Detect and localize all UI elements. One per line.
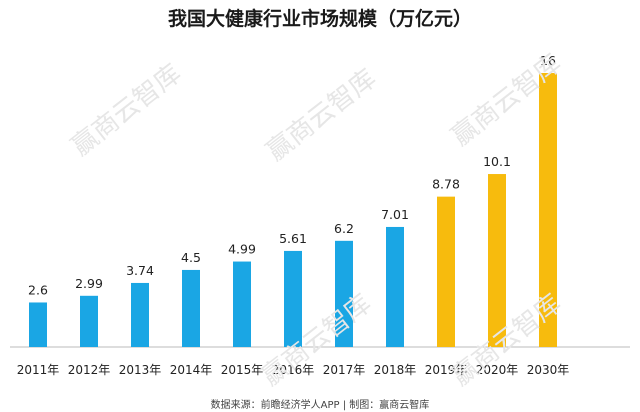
data-label: 4.5: [181, 250, 201, 265]
x-tick-label: 2013年: [119, 363, 162, 377]
data-label: 2.99: [75, 276, 103, 291]
x-tick-label: 2014年: [170, 363, 213, 377]
bar: [437, 196, 455, 347]
x-tick-label: 2017年: [323, 363, 366, 377]
data-label: 5.61: [279, 231, 307, 246]
bar: [29, 302, 47, 347]
data-label: 16: [540, 53, 556, 68]
bar: [539, 73, 557, 347]
x-tick-label: 2030年: [527, 363, 570, 377]
data-label: 2.6: [28, 282, 48, 297]
bar: [488, 174, 506, 347]
bar: [386, 226, 404, 347]
x-tick-label: 2018年: [374, 363, 417, 377]
bar: [182, 269, 200, 347]
bar: [335, 240, 353, 347]
x-tick-label: 2015年: [221, 363, 264, 377]
x-tick-label: 2020年: [476, 363, 519, 377]
x-tick-label: 2019年: [425, 363, 468, 377]
data-label: 10.1: [483, 154, 511, 169]
bar: [80, 295, 98, 347]
data-label: 7.01: [381, 207, 409, 222]
bar: [284, 250, 302, 347]
data-label: 3.74: [126, 263, 154, 278]
source-note: 数据来源：前瞻经济学人APP | 制图：赢商云智库: [210, 400, 430, 411]
x-tick-label: 2016年: [272, 363, 315, 377]
chart-title: 我国大健康行业市场规模（万亿元）: [167, 8, 472, 30]
x-tick-label: 2012年: [68, 363, 111, 377]
data-label: 4.99: [228, 242, 256, 257]
data-label: 6.2: [334, 221, 354, 236]
bar: [131, 282, 149, 347]
data-label: 8.78: [432, 177, 460, 192]
bar: [233, 261, 251, 347]
x-tick-label: 2011年: [17, 363, 60, 377]
